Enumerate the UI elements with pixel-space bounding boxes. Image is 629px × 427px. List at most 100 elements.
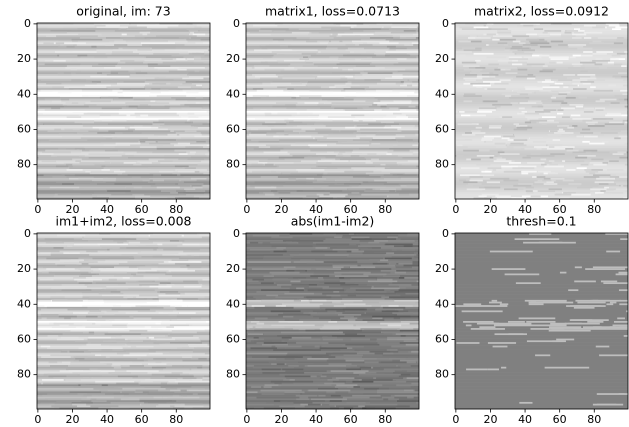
image-streak <box>346 49 389 51</box>
image-row <box>246 312 419 314</box>
image-streak <box>114 41 126 43</box>
image-streak <box>310 90 342 92</box>
image-streak <box>273 56 303 58</box>
image-streak <box>260 78 282 80</box>
image-streak <box>266 134 284 136</box>
image-streak <box>161 386 192 388</box>
image-streak <box>207 178 210 180</box>
image-streak <box>194 27 201 29</box>
y-tick-label: 60 <box>17 332 31 345</box>
image-streak <box>154 346 189 348</box>
image-streak <box>72 74 101 76</box>
image-streak <box>509 58 528 60</box>
image-streak <box>308 365 346 367</box>
image-row <box>455 316 628 318</box>
image-streak <box>37 32 67 34</box>
image-row <box>455 376 628 378</box>
image-streak <box>364 361 378 363</box>
image-row <box>455 309 628 311</box>
image-streak <box>75 148 85 150</box>
image-streak <box>463 65 480 67</box>
image-streak <box>518 183 533 185</box>
image-streak <box>93 388 122 390</box>
image-streak <box>314 150 351 152</box>
image-streak <box>475 48 482 50</box>
image-streak <box>392 90 415 92</box>
image-streak <box>203 146 210 148</box>
image-streak <box>617 53 626 55</box>
image-streak <box>589 143 604 145</box>
image-streak <box>314 187 322 189</box>
image-streak <box>388 259 419 261</box>
image-streak <box>311 398 347 400</box>
image-streak <box>329 286 372 288</box>
image-streak <box>111 162 124 164</box>
image-streak <box>79 115 100 117</box>
image-streak <box>143 277 158 279</box>
image-streak <box>387 339 416 341</box>
image-streak <box>386 51 419 53</box>
image-streak <box>573 65 580 67</box>
image-streak <box>323 303 344 305</box>
image-streak <box>141 42 175 44</box>
image-streak <box>47 130 88 132</box>
image-streak <box>52 300 83 302</box>
image-streak <box>461 167 480 169</box>
image-streak <box>623 120 628 122</box>
image-streak <box>123 173 150 175</box>
image-streak <box>363 300 395 302</box>
image-streak <box>117 342 154 344</box>
image-streak <box>550 153 565 155</box>
image-streak <box>487 56 507 58</box>
image-streak <box>561 102 567 104</box>
image-streak <box>139 53 153 55</box>
image-streak <box>620 300 628 302</box>
image-streak <box>619 157 628 159</box>
image-streak <box>509 97 526 99</box>
image-streak <box>139 295 158 297</box>
image-streak <box>70 361 105 363</box>
image-streak <box>560 272 566 274</box>
image-streak <box>134 155 164 157</box>
image-streak <box>47 27 63 29</box>
image-streak <box>45 63 81 65</box>
y-tick-label: 20 <box>226 262 240 275</box>
image-streak <box>72 102 78 104</box>
image-streak <box>178 383 210 385</box>
image-streak <box>526 39 539 41</box>
image-streak <box>399 107 419 109</box>
image-streak <box>130 127 151 129</box>
image-streak <box>586 122 598 124</box>
image-streak <box>177 316 209 318</box>
image-streak <box>492 104 512 106</box>
image-streak <box>43 383 77 385</box>
image-streak <box>154 111 184 113</box>
image-streak <box>330 144 343 146</box>
image-streak <box>145 37 179 39</box>
image-streak <box>274 122 286 124</box>
image-streak <box>64 129 99 131</box>
image-streak <box>170 342 202 344</box>
image-streak <box>590 32 602 34</box>
image-streak <box>578 30 585 32</box>
image-streak <box>318 102 324 104</box>
image-streak <box>599 183 609 185</box>
image-streak <box>87 397 114 399</box>
image-streak <box>614 137 620 139</box>
image-streak <box>261 289 304 291</box>
image-streak <box>547 120 554 122</box>
image-row <box>455 293 628 295</box>
image-streak <box>464 100 473 102</box>
image-streak <box>143 275 171 277</box>
image-streak <box>520 402 532 404</box>
x-tick-label: 80 <box>378 413 392 426</box>
image-streak <box>364 48 389 50</box>
image-streak <box>580 78 597 80</box>
image-streak <box>79 347 123 349</box>
image-streak <box>387 181 419 183</box>
image-streak <box>389 195 419 197</box>
image-streak <box>405 69 418 71</box>
image-streak <box>168 314 177 316</box>
image-row <box>455 235 628 237</box>
image-streak <box>573 88 587 90</box>
